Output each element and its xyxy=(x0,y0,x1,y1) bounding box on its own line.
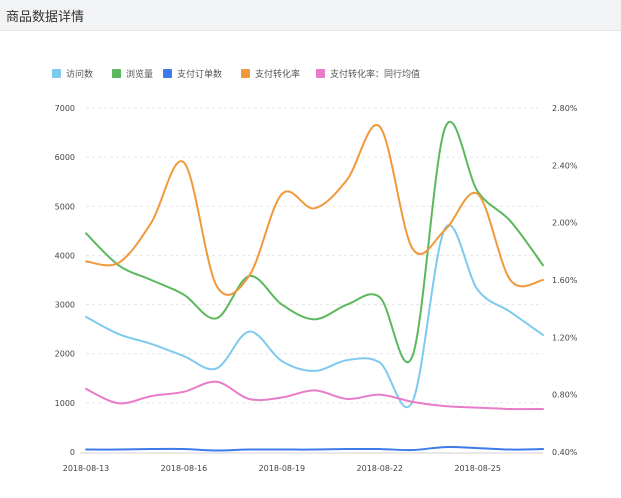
chart: 访问数 浏览量 支付订单数 支付转化率 支付转化率：同行均值 0 1000 2000 3000… xyxy=(52,68,578,473)
x-tick-label: 2018-08-13 xyxy=(63,464,110,473)
legend-label: 支付转化率：同行均值 xyxy=(330,68,420,80)
legend-swatch xyxy=(316,69,325,78)
y-left-tick-label: 0 xyxy=(70,448,75,457)
series-line xyxy=(85,123,544,296)
page-header: 商品数据详情 xyxy=(0,0,621,31)
series-line xyxy=(85,446,544,452)
y-left-tick-label: 2000 xyxy=(55,350,75,359)
y-right-tick-label: 0.80% xyxy=(552,391,578,400)
y-right-tick-label: 2.00% xyxy=(552,219,578,228)
axes: 0 1000 2000 3000 4000 5000 6000 7000 0.40% 0.80% 1… xyxy=(55,104,578,473)
legend-item[interactable]: 支付订单数 xyxy=(163,68,222,80)
y-left-tick-label: 1000 xyxy=(55,399,75,408)
y-right-tick-label: 2.40% xyxy=(552,161,578,170)
grid xyxy=(86,107,543,404)
legend-item[interactable]: 浏览量 xyxy=(112,68,153,80)
y-right-tick-label: 0.40% xyxy=(552,448,578,457)
legend-label: 支付转化率 xyxy=(255,68,300,80)
y-left-tick-label: 7000 xyxy=(55,104,75,113)
x-tick-label: 2018-08-25 xyxy=(454,464,501,473)
x-tick-label: 2018-08-16 xyxy=(161,464,208,473)
legend-label: 支付订单数 xyxy=(177,68,222,80)
legend-item[interactable]: 支付转化率 xyxy=(241,68,300,80)
legend-label: 访问数 xyxy=(66,68,93,80)
legend-item[interactable]: 支付转化率：同行均值 xyxy=(316,68,420,80)
y-left-tick-label: 6000 xyxy=(55,153,75,162)
series-line xyxy=(85,380,544,411)
legend-swatch xyxy=(241,69,250,78)
x-tick-label: 2018-08-19 xyxy=(259,464,306,473)
series-lines xyxy=(85,120,544,452)
x-tick-label: 2018-08-22 xyxy=(357,464,404,473)
series-line xyxy=(85,120,544,364)
legend-swatch xyxy=(163,69,172,78)
y-right-tick-label: 1.20% xyxy=(552,333,578,342)
legend-item[interactable]: 访问数 xyxy=(52,68,93,80)
y-left-tick-label: 5000 xyxy=(55,202,75,211)
legend: 访问数 浏览量 支付订单数 支付转化率 支付转化率：同行均值 xyxy=(52,68,420,80)
y-left-tick-label: 3000 xyxy=(55,301,75,310)
legend-swatch xyxy=(112,69,121,78)
page-title: 商品数据详情 xyxy=(6,10,85,25)
y-right-tick-label: 2.80% xyxy=(552,104,578,113)
legend-label: 浏览量 xyxy=(126,68,153,80)
series-line xyxy=(85,224,544,409)
legend-swatch xyxy=(52,69,61,78)
y-right-tick-label: 1.60% xyxy=(552,276,578,285)
y-left-tick-label: 4000 xyxy=(55,251,75,260)
